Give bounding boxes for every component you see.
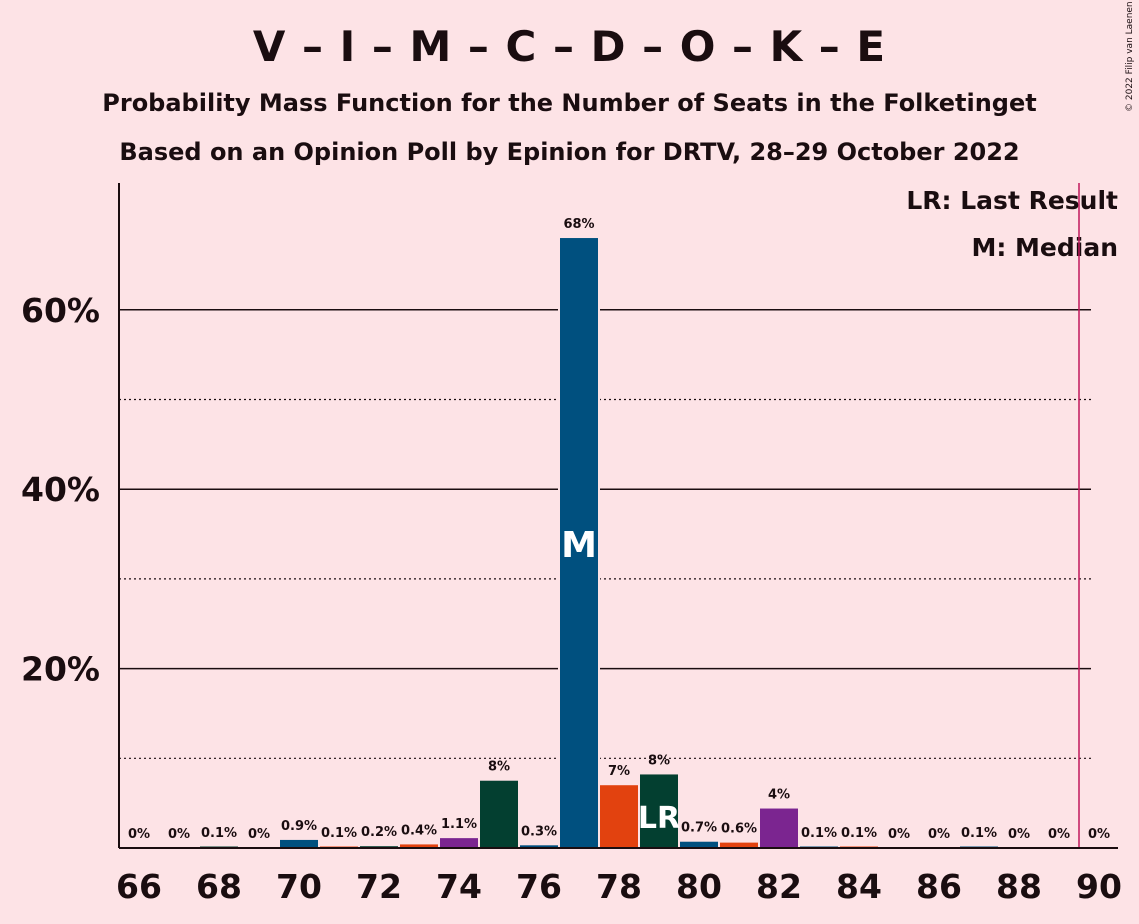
bar-value-label: 0.9% [281, 819, 317, 834]
x-tick-label: 66 [116, 867, 162, 906]
y-tick-label: 40% [21, 470, 100, 509]
bar-value-label: 0.1% [801, 826, 837, 841]
bar-seat-77 [560, 238, 598, 849]
bar-value-label: 0.2% [361, 825, 397, 840]
x-tick-label: 84 [836, 867, 882, 906]
median-marker: M [561, 525, 597, 566]
bar-value-label: 0% [1008, 827, 1030, 842]
bar-seat-73 [400, 844, 438, 848]
bar-value-label: 8% [488, 760, 510, 775]
bar-value-label: 0.4% [401, 823, 437, 838]
bar-value-label: 8% [648, 753, 670, 768]
bar-value-label: 0.1% [961, 826, 997, 841]
x-tick-label: 74 [436, 867, 482, 906]
bar-seat-75 [480, 780, 518, 848]
y-tick-label: 60% [21, 291, 100, 330]
legend-last-result: LR: Last Result [906, 186, 1118, 215]
x-tick-label: 86 [916, 867, 962, 906]
legend-median: M: Median [971, 233, 1118, 262]
bar-value-label: 0% [248, 827, 270, 842]
bar-value-label: 0% [1048, 827, 1070, 842]
bar-value-label: 0.1% [201, 826, 237, 841]
x-tick-label: 90 [1076, 867, 1122, 906]
bar-seat-80 [680, 841, 718, 848]
bar-value-label: 0.3% [521, 824, 557, 839]
x-tick-label: 80 [676, 867, 722, 906]
bar-value-label: 68% [563, 217, 594, 232]
bar-gap-right [598, 238, 600, 849]
last-result-marker: LR [638, 801, 680, 836]
bar-value-label: 1.1% [441, 817, 477, 832]
bar-value-label: 0.6% [721, 822, 757, 837]
x-tick-label: 72 [356, 867, 402, 906]
bar-value-label: 0% [128, 827, 150, 842]
x-tick-label: 70 [276, 867, 322, 906]
bar-value-label: 0% [928, 827, 950, 842]
bar-seat-78 [600, 785, 638, 848]
bar-value-label: 0.7% [681, 821, 717, 836]
bar-value-label: 0% [168, 827, 190, 842]
y-tick-label: 20% [21, 650, 100, 689]
bar-value-label: 0.1% [841, 826, 877, 841]
chart-title: V – I – M – C – D – O – K – E [252, 22, 887, 71]
x-tick-label: 78 [596, 867, 642, 906]
bar-seat-76 [520, 845, 558, 848]
bar-value-label: 7% [608, 764, 630, 779]
bar-value-label: 0% [1088, 827, 1110, 842]
bar-seat-81 [720, 842, 758, 848]
chart-subtitle-poll: Based on an Opinion Poll by Epinion for … [119, 138, 1020, 166]
x-tick-label: 88 [996, 867, 1042, 906]
bar-value-label: 0% [888, 827, 910, 842]
bar-gap-left [558, 238, 560, 849]
bar-seat-74 [440, 838, 478, 848]
bar-value-label: 4% [768, 788, 790, 803]
chart-subtitle: Probability Mass Function for the Number… [102, 89, 1037, 117]
bar-seat-79 [640, 774, 678, 848]
bar-value-label: 0.1% [321, 826, 357, 841]
bar-seat-70 [280, 839, 318, 848]
x-tick-label: 76 [516, 867, 562, 906]
bar-seat-82 [760, 808, 798, 848]
x-tick-label: 68 [196, 867, 242, 906]
x-tick-label: 82 [756, 867, 802, 906]
